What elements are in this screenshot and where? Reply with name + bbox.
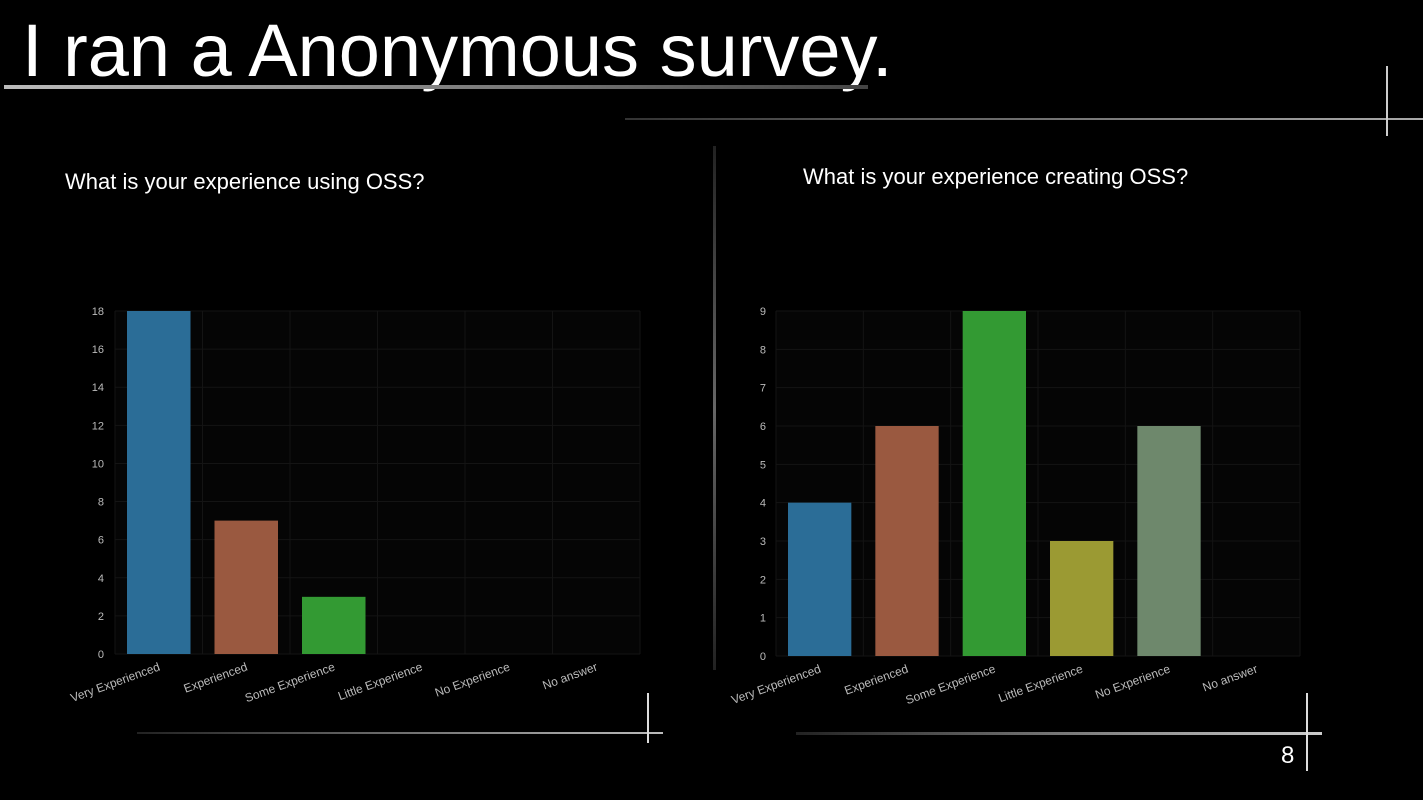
- y-tick-label: 2: [98, 611, 104, 623]
- x-tick-label: Experienced: [843, 662, 910, 698]
- y-tick-label: 10: [92, 458, 104, 470]
- x-tick-label: No answer: [1201, 662, 1260, 695]
- x-tick-label: Some Experience: [243, 660, 337, 706]
- header-rule-tick: [1386, 66, 1388, 136]
- bar-very-experienced: [788, 502, 852, 656]
- y-tick-label: 0: [760, 651, 766, 663]
- y-tick-label: 9: [760, 306, 766, 318]
- header-rule: [625, 118, 1423, 120]
- y-tick-label: 14: [92, 382, 104, 394]
- x-tick-label: No Experience: [433, 660, 512, 700]
- x-tick-label: Little Experience: [336, 660, 424, 704]
- bar-some-experience: [962, 311, 1026, 656]
- y-tick-label: 1: [760, 613, 766, 625]
- bar-very-experienced: [127, 311, 191, 654]
- y-tick-label: 5: [760, 459, 766, 471]
- y-tick-label: 7: [760, 383, 766, 395]
- y-tick-label: 8: [760, 344, 766, 356]
- y-tick-label: 2: [760, 574, 766, 586]
- bar-experienced: [875, 426, 939, 656]
- x-tick-label: No Experience: [1093, 662, 1172, 702]
- chart-left: 0 2 4 6 8 10 12 14 16 18 Very Experienced Experienc…: [69, 306, 641, 706]
- chart-left-question: What is your experience using OSS?: [65, 169, 425, 194]
- y-tick-label: 18: [92, 306, 104, 318]
- chart-left-rule: [137, 732, 663, 734]
- bar-some-experience: [302, 596, 366, 654]
- x-tick-label: Very Experienced: [69, 660, 162, 705]
- chart-right-question: What is your experience creating OSS?: [803, 164, 1189, 189]
- bar-no-experience: [1137, 426, 1201, 656]
- chart-right-rule: [796, 732, 1322, 735]
- chart-right-rule-tick: [1306, 693, 1308, 771]
- chart-left-rule-tick: [647, 693, 649, 743]
- x-tick-label: Some Experience: [904, 662, 998, 708]
- y-tick-label: 6: [98, 535, 104, 547]
- y-tick-label: 4: [98, 573, 104, 585]
- x-tick-label: No answer: [541, 660, 600, 693]
- y-tick-label: 12: [92, 420, 104, 432]
- chart-divider: [713, 146, 716, 670]
- y-tick-label: 16: [92, 344, 104, 356]
- bar-little-experience: [1050, 541, 1114, 656]
- slide-title: I ran a Anonymous survey.: [22, 9, 893, 92]
- y-tick-label: 8: [98, 497, 104, 509]
- y-tick-label: 3: [760, 536, 766, 548]
- y-tick-label: 0: [98, 649, 104, 661]
- page-number: 8: [1281, 742, 1295, 769]
- title-underline: [4, 85, 868, 89]
- bar-experienced: [214, 520, 278, 654]
- x-tick-label: Little Experience: [997, 662, 1085, 706]
- x-tick-label: Very Experienced: [730, 662, 823, 707]
- y-tick-label: 4: [760, 498, 766, 510]
- y-tick-label: 6: [760, 421, 766, 433]
- x-tick-label: Experienced: [182, 660, 249, 696]
- chart-right: 0 1 2 3 4 5 6 7 8 9 Very Experienced ExperiencedSom…: [730, 306, 1301, 708]
